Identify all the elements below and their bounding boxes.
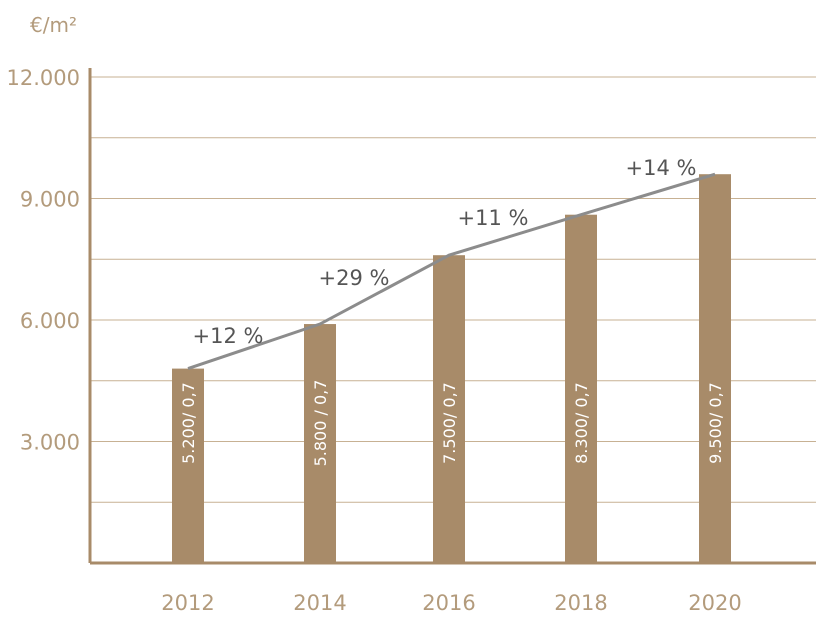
x-tick-label: 2014	[293, 591, 346, 615]
trend-line	[187, 172, 716, 371]
growth-label: +29 %	[319, 266, 390, 290]
y-tick-label: 3.000	[20, 431, 80, 455]
bar	[433, 255, 465, 563]
y-tick-label: 6.000	[20, 309, 80, 333]
trend-line-group	[187, 172, 716, 371]
growth-label: +12 %	[193, 324, 264, 348]
axes	[88, 68, 816, 565]
x-tick-label: 2012	[161, 591, 214, 615]
growth-label: +14 %	[626, 156, 697, 180]
bar	[304, 324, 336, 563]
labels: 3.000 6.000 9.000 12.000 5.200/ 0,7 5.800 / 0…	[7, 66, 742, 615]
x-tick-label: 2020	[688, 591, 741, 615]
y-unit-label: €/m²	[30, 13, 77, 37]
bar-value-label: 5.200/ 0,7	[179, 382, 198, 464]
y-tick-label: 9.000	[20, 188, 80, 212]
bar-value-label: 8.300/ 0,7	[572, 382, 591, 464]
bar	[699, 174, 731, 563]
bar	[172, 368, 204, 563]
bar-value-label: 9.500/ 0,7	[706, 382, 725, 464]
bar	[565, 214, 597, 563]
x-tick-label: 2018	[554, 591, 607, 615]
bar-value-label: 7.500/ 0,7	[440, 382, 459, 464]
bars	[172, 174, 731, 563]
y-tick-label: 12.000	[7, 66, 80, 90]
bar-value-label: 5.800 / 0,7	[311, 380, 330, 467]
x-tick-label: 2016	[422, 591, 475, 615]
growth-label: +11 %	[458, 206, 529, 230]
